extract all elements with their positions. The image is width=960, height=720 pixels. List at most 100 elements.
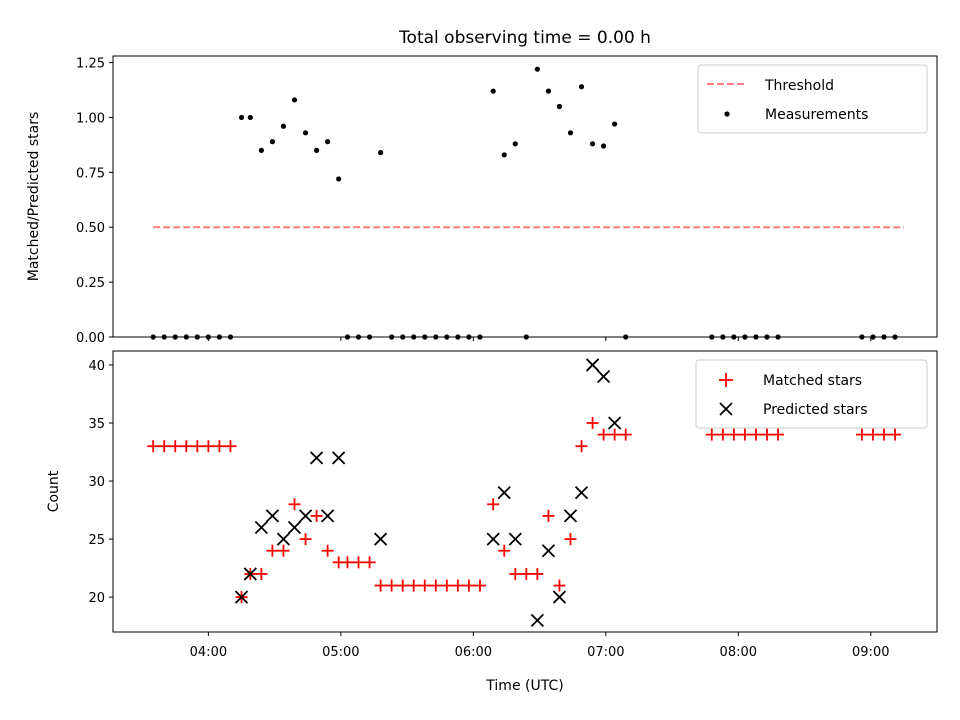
matched-star-point: [429, 579, 442, 592]
matched-star-point: [352, 556, 365, 569]
matched-star-point: [608, 428, 621, 441]
matched-star-point: [158, 440, 171, 453]
matched-star-point: [878, 428, 891, 441]
bottom-x-tick-label: 07:00: [587, 645, 624, 660]
predicted-star-point: [497, 486, 511, 500]
predicted-star-point: [254, 520, 269, 535]
matched-star-point: [727, 428, 740, 441]
matched-star-point: [716, 428, 729, 441]
predicted-star-point: [585, 358, 600, 372]
matched-star-point: [191, 440, 204, 453]
measurement-point: [269, 139, 276, 145]
predicted-star-point: [320, 509, 335, 523]
measurement-point: [545, 88, 552, 94]
top-y-tick-label: 0.00: [76, 331, 105, 346]
measurement-point: [578, 84, 585, 90]
measurement-point: [325, 139, 331, 145]
bottom-axes-frame: [112, 350, 938, 633]
matched-star-point: [855, 428, 868, 441]
matched-star-point: [288, 498, 301, 511]
bottom-y-tick-label: 40: [88, 359, 105, 374]
bottom-legend: Matched stars Predicted stars: [695, 359, 928, 429]
top-y-tick-label: 0.75: [76, 166, 105, 181]
matched-star-point: [586, 416, 599, 429]
top-y-tick-label: 0.50: [76, 221, 105, 236]
predicted-star-point: [508, 532, 522, 546]
x-axis-label: Time (UTC): [485, 678, 563, 694]
matched-star-point: [255, 567, 268, 580]
matched-star-point: [531, 567, 544, 580]
measurement-point: [291, 97, 298, 103]
top-panel: Total observing time = 0.00 h 0.00 0.25 0.…: [26, 28, 938, 346]
matched-star-point: [224, 440, 237, 453]
measurement-point: [501, 152, 507, 158]
matched-star-point: [564, 533, 577, 546]
matched-star-point: [213, 440, 226, 453]
measurement-point: [567, 130, 574, 136]
bottom-x-tick-label: 05:00: [322, 645, 359, 660]
predicted-star-point: [265, 509, 280, 523]
matched-star-point: [889, 428, 902, 441]
predicted-star-point: [486, 532, 500, 546]
matched-star-point: [321, 544, 334, 557]
matched-star-point: [396, 579, 409, 592]
predicted-star-point: [276, 532, 291, 546]
matched-star-point: [509, 567, 522, 580]
measurement-point: [313, 147, 320, 153]
legend-matched-swatch: [719, 373, 733, 387]
matched-star-point: [597, 428, 610, 441]
measurement-point: [280, 123, 287, 129]
bottom-y-tick-label: 25: [88, 533, 105, 548]
matched-star-point: [147, 440, 160, 453]
legend-predicted-swatch: [719, 402, 733, 416]
matched-star-point: [310, 509, 323, 522]
top-y-tick-label: 0.25: [76, 276, 105, 291]
matched-star-point: [266, 544, 279, 557]
bottom-y-axis-label: Count: [46, 470, 62, 512]
predicted-star-point: [574, 486, 589, 500]
legend-threshold-label: Threshold: [764, 78, 834, 94]
predicted-star-point: [530, 613, 545, 628]
measurement-point: [601, 143, 607, 149]
bottom-x-tick-label: 08:00: [720, 645, 757, 660]
matched-star-point: [202, 440, 215, 453]
predicted-star-point: [298, 509, 313, 523]
matched-star-point: [363, 556, 376, 569]
matched-star-point: [180, 440, 193, 453]
predicted-star-point: [552, 590, 567, 604]
top-y-tick-label: 1.00: [76, 111, 105, 126]
bottom-y-tick-label: 35: [88, 417, 105, 432]
bottom-x-tick-label: 09:00: [852, 645, 889, 660]
predicted-star-point: [596, 369, 611, 384]
predicted-star-point: [309, 451, 324, 465]
matched-star-point: [553, 579, 566, 592]
bottom-plot-area: 20 25 30 35 40 04:00 05:00 06:00 07:00 08:00 09:00: [88, 358, 902, 660]
matched-star-point: [542, 509, 555, 522]
measurement-point: [490, 88, 496, 94]
matched-star-point: [374, 579, 387, 592]
legend-matched-label: Matched stars: [763, 373, 862, 389]
measurement-point: [258, 147, 264, 153]
legend-measurements-swatch: [724, 111, 730, 117]
top-panel-title: Total observing time = 0.00 h: [398, 28, 651, 48]
predicted-star-point: [608, 416, 622, 430]
legend-predicted-label: Predicted stars: [763, 402, 868, 418]
measurement-point: [612, 121, 618, 127]
matched-star-point: [277, 544, 290, 557]
matched-star-point: [341, 556, 354, 569]
predicted-star-point: [243, 567, 257, 581]
matched-star-point: [440, 579, 453, 592]
predicted-star-point: [563, 509, 578, 523]
bottom-legend-box: [695, 359, 928, 429]
measurement-point: [336, 176, 342, 182]
matched-star-point: [866, 428, 879, 441]
predicted-star-point: [541, 544, 556, 558]
legend-measurements-label: Measurements: [765, 107, 868, 123]
measurement-point: [247, 114, 253, 121]
predicted-star-point: [287, 520, 302, 535]
matched-star-point: [760, 428, 773, 441]
bottom-y-tick-label: 20: [88, 591, 105, 606]
matched-star-point: [462, 579, 475, 592]
top-y-tick-label: 1.25: [76, 57, 105, 72]
